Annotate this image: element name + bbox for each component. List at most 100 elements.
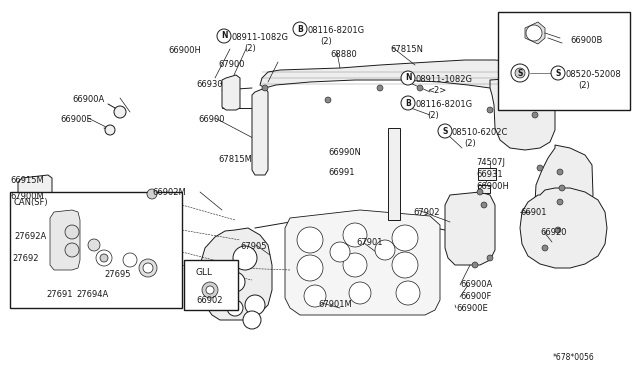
Circle shape xyxy=(477,189,483,195)
Text: 66902M: 66902M xyxy=(152,188,186,197)
Bar xyxy=(388,128,400,220)
Text: 66900E: 66900E xyxy=(456,304,488,313)
Circle shape xyxy=(343,223,367,247)
Circle shape xyxy=(297,227,323,253)
Text: 68880: 68880 xyxy=(330,50,356,59)
Circle shape xyxy=(555,227,561,233)
Circle shape xyxy=(147,189,157,199)
Circle shape xyxy=(65,243,79,257)
Circle shape xyxy=(297,255,323,281)
Text: 27692A: 27692A xyxy=(14,232,46,241)
Bar xyxy=(498,12,630,110)
Circle shape xyxy=(293,22,307,36)
Text: GLL: GLL xyxy=(196,268,213,277)
Text: 67901M: 67901M xyxy=(318,300,352,309)
Text: S: S xyxy=(517,68,523,77)
Circle shape xyxy=(438,124,452,138)
Text: 08520-52008: 08520-52008 xyxy=(566,70,621,79)
Circle shape xyxy=(105,125,115,135)
Polygon shape xyxy=(285,210,440,315)
Polygon shape xyxy=(18,208,60,238)
Text: 66900F: 66900F xyxy=(460,292,492,301)
Text: 66930: 66930 xyxy=(196,80,223,89)
Text: (2): (2) xyxy=(244,44,256,53)
Text: S: S xyxy=(556,68,561,77)
Circle shape xyxy=(330,242,350,262)
Circle shape xyxy=(206,286,214,294)
Circle shape xyxy=(559,185,565,191)
Circle shape xyxy=(377,85,383,91)
Text: B: B xyxy=(405,99,411,108)
Text: 27695: 27695 xyxy=(104,270,131,279)
Circle shape xyxy=(396,281,420,305)
Text: (2): (2) xyxy=(464,139,476,148)
Polygon shape xyxy=(18,175,52,210)
Circle shape xyxy=(511,64,529,82)
Circle shape xyxy=(245,295,265,315)
Circle shape xyxy=(481,202,487,208)
Text: CAN(SF): CAN(SF) xyxy=(14,198,49,207)
Bar xyxy=(184,260,238,310)
Text: 67902: 67902 xyxy=(413,208,440,217)
Circle shape xyxy=(143,263,153,273)
Text: 66920: 66920 xyxy=(540,228,566,237)
Polygon shape xyxy=(445,192,495,265)
Circle shape xyxy=(96,250,112,266)
Text: S: S xyxy=(442,126,448,135)
Text: 67815N: 67815N xyxy=(390,45,423,54)
Circle shape xyxy=(114,106,126,118)
Circle shape xyxy=(557,199,563,205)
Text: 66901: 66901 xyxy=(520,208,547,217)
Text: 08911-1082G: 08911-1082G xyxy=(415,75,472,84)
Text: 27691: 27691 xyxy=(46,290,72,299)
Text: 66931: 66931 xyxy=(476,170,502,179)
Text: 66900H: 66900H xyxy=(476,182,509,191)
Circle shape xyxy=(349,282,371,304)
Circle shape xyxy=(487,255,493,261)
Text: 66990N: 66990N xyxy=(328,148,361,157)
Text: 74507J: 74507J xyxy=(476,158,505,167)
Text: 08911-1082G: 08911-1082G xyxy=(232,33,289,42)
Circle shape xyxy=(88,239,100,251)
Bar xyxy=(478,168,496,180)
Circle shape xyxy=(392,252,418,278)
Polygon shape xyxy=(200,228,272,320)
Text: 66915M: 66915M xyxy=(10,176,44,185)
Text: 66900: 66900 xyxy=(198,115,225,124)
Text: N: N xyxy=(221,32,227,41)
Text: 66902: 66902 xyxy=(196,296,223,305)
Circle shape xyxy=(417,85,423,91)
Circle shape xyxy=(325,97,331,103)
Circle shape xyxy=(515,68,525,78)
Circle shape xyxy=(262,85,268,91)
Circle shape xyxy=(532,112,538,118)
Circle shape xyxy=(65,225,79,239)
Circle shape xyxy=(472,262,478,268)
Circle shape xyxy=(123,253,137,267)
Bar xyxy=(10,192,182,308)
Polygon shape xyxy=(525,22,545,44)
Text: 66900B: 66900B xyxy=(570,36,602,45)
Circle shape xyxy=(401,71,415,85)
Text: 67901: 67901 xyxy=(356,238,383,247)
Polygon shape xyxy=(260,60,542,88)
Text: 67900: 67900 xyxy=(218,60,244,69)
Text: <2>: <2> xyxy=(427,86,446,95)
Polygon shape xyxy=(252,88,268,175)
Text: (2): (2) xyxy=(320,37,332,46)
Circle shape xyxy=(217,29,231,43)
Circle shape xyxy=(243,311,261,329)
Circle shape xyxy=(392,225,418,251)
Text: 67905: 67905 xyxy=(240,242,266,251)
Circle shape xyxy=(202,282,218,298)
Bar xyxy=(478,185,490,193)
Polygon shape xyxy=(535,145,593,228)
Polygon shape xyxy=(222,75,240,110)
Text: 08116-8201G: 08116-8201G xyxy=(308,26,365,35)
Circle shape xyxy=(542,245,548,251)
Text: 08510-6202C: 08510-6202C xyxy=(452,128,508,137)
Circle shape xyxy=(526,25,542,41)
Circle shape xyxy=(557,169,563,175)
Circle shape xyxy=(343,253,367,277)
Text: 66900H: 66900H xyxy=(168,46,201,55)
